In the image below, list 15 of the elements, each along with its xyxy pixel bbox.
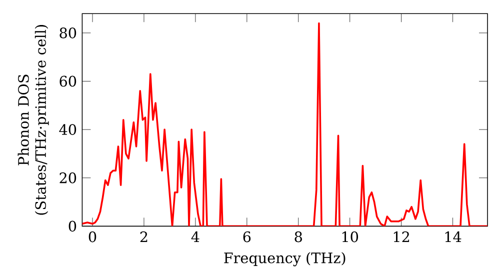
x-tick-label: 6: [243, 231, 251, 242]
y-axis-title: Phonon DOS (States/THz·primitive cell): [18, 25, 49, 215]
x-tick-label: 8: [294, 231, 302, 242]
x-tick-label: 10: [342, 231, 358, 242]
x-tick-label: 14: [445, 231, 462, 242]
x-tick-label: 0: [88, 231, 96, 242]
x-tick-label: 12: [394, 231, 410, 242]
y-tick-label: 0: [68, 220, 76, 232]
x-axis-title: Frequency (THz): [224, 252, 346, 266]
x-tick-label: 4: [191, 231, 200, 242]
y-tick-label: 80: [60, 27, 76, 38]
x-tick-label: 2: [140, 231, 148, 242]
y-tick-label: 20: [60, 172, 76, 184]
y-tick-label: 40: [59, 124, 76, 135]
y-tick-label: 60: [60, 76, 76, 87]
